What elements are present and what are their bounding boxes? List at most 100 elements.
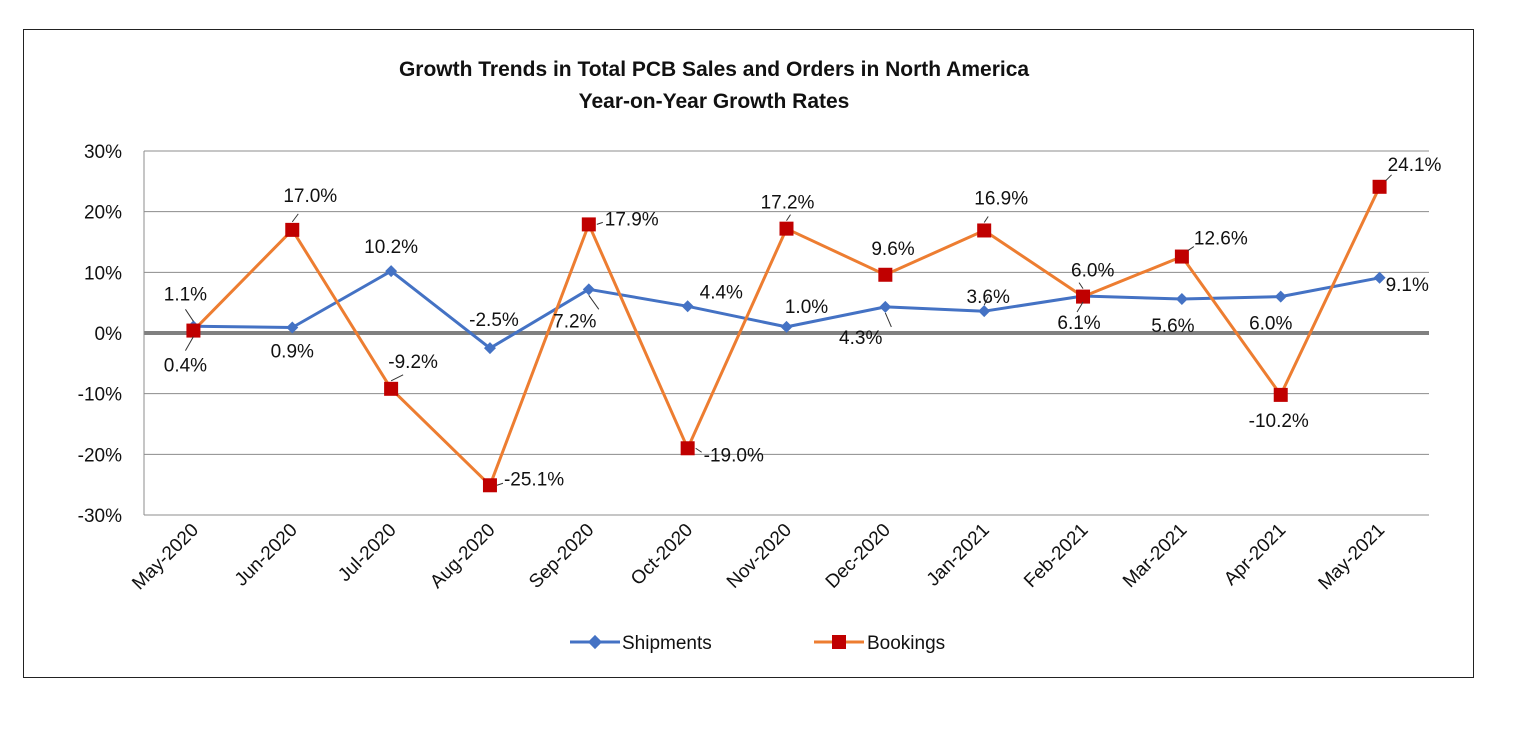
- point-shipments: [1274, 290, 1287, 303]
- point-bookings: [1174, 249, 1189, 264]
- chart-frame: Growth Trends in Total PCB Sales and Ord…: [23, 29, 1474, 678]
- data-label-bookings: -9.2%: [388, 352, 438, 373]
- point-shipments: [582, 283, 595, 296]
- point-shipments: [1175, 293, 1188, 306]
- data-label-shipments: 4.3%: [839, 328, 882, 349]
- point-shipments: [780, 320, 793, 333]
- data-label-bookings: -25.1%: [504, 469, 564, 490]
- data-label-shipments: 3.6%: [967, 287, 1010, 308]
- leader-line: [390, 374, 404, 382]
- data-label-shipments: 7.2%: [553, 311, 596, 332]
- point-bookings: [581, 217, 596, 232]
- chart-title: Growth Trends in Total PCB Sales and Ord…: [399, 58, 1029, 81]
- point-shipments: [681, 300, 694, 313]
- y-tick-label: 0%: [95, 324, 123, 345]
- point-bookings: [977, 223, 992, 238]
- data-label-bookings: 17.2%: [761, 193, 815, 214]
- point-bookings: [482, 478, 497, 493]
- leader-line: [1078, 282, 1084, 289]
- data-label-bookings: 0.4%: [164, 356, 207, 377]
- y-axis-ticks: -30% -20% -10% 0% 10% 20% 30%: [78, 142, 122, 527]
- y-tick-label: 10%: [84, 263, 122, 284]
- point-shipments: [385, 265, 398, 278]
- data-label-bookings: 17.9%: [605, 209, 659, 230]
- point-bookings: [1273, 387, 1288, 402]
- point-bookings: [878, 267, 893, 282]
- x-tick-label: Dec-2020: [822, 520, 895, 593]
- point-bookings: [779, 221, 794, 236]
- point-shipments: [978, 305, 991, 318]
- leader-line: [496, 482, 504, 486]
- legend-bookings-marker: [832, 635, 846, 649]
- leader-line: [695, 447, 702, 453]
- leader-line: [786, 214, 791, 221]
- x-tick-label: Oct-2020: [627, 520, 697, 590]
- x-tick-label: Mar-2021: [1119, 520, 1191, 592]
- y-tick-label: 30%: [84, 142, 122, 163]
- data-label-shipments: 0.9%: [271, 342, 314, 363]
- data-label-shipments: 10.2%: [364, 237, 418, 258]
- data-label-shipments: 4.4%: [700, 282, 743, 303]
- point-bookings: [1076, 289, 1091, 304]
- leader-line: [291, 213, 299, 223]
- x-tick-label: Nov-2020: [723, 520, 796, 593]
- data-label-bookings: 9.6%: [871, 239, 914, 260]
- point-bookings: [680, 441, 695, 456]
- x-tick-label: May-2020: [128, 520, 203, 595]
- data-label-shipments: 6.0%: [1249, 314, 1292, 335]
- leader-line: [184, 336, 194, 351]
- series-layer: [186, 179, 1387, 493]
- data-label-bookings: 17.0%: [283, 186, 337, 207]
- legend-item-bookings[interactable]: Bookings: [814, 633, 945, 654]
- x-tick-label: Jun-2020: [231, 520, 302, 591]
- point-shipments: [1373, 271, 1386, 284]
- y-tick-label: -30%: [78, 506, 122, 527]
- y-tick-label: -10%: [78, 385, 122, 406]
- data-label-bookings: -19.0%: [704, 445, 764, 466]
- leader-line: [588, 295, 600, 310]
- chart-subtitle: Year-on-Year Growth Rates: [579, 90, 850, 113]
- data-label-shipments: 1.0%: [785, 297, 828, 318]
- x-tick-label: Jan-2021: [923, 520, 994, 591]
- data-label-bookings: -10.2%: [1249, 411, 1309, 432]
- x-tick-label: Jul-2020: [334, 520, 400, 586]
- legend: Shipments Bookings: [570, 633, 945, 654]
- leader-line: [983, 216, 989, 223]
- x-tick-label: Sep-2020: [525, 520, 598, 593]
- x-axis-ticks: May-2020 Jun-2020 Jul-2020 Aug-2020 Sep-2020…: [128, 520, 1389, 595]
- leader-line: [596, 221, 603, 225]
- y-tick-label: 20%: [84, 203, 122, 224]
- data-label-bookings: 24.1%: [1388, 155, 1442, 176]
- legend-shipments-label: Shipments: [622, 633, 712, 654]
- point-shipments: [286, 321, 299, 334]
- x-tick-label: May-2021: [1315, 520, 1390, 595]
- leader-line: [1076, 301, 1084, 313]
- data-labels: 1.1% 0.9% 10.2% -2.5% 7.2% 4.4% 1.0% 4.3% 3.6% 6.…: [164, 155, 1442, 490]
- legend-item-shipments[interactable]: Shipments: [570, 633, 712, 654]
- point-shipments: [483, 342, 496, 355]
- x-tick-label: Apr-2021: [1220, 520, 1290, 590]
- data-label-bookings: 16.9%: [974, 188, 1028, 209]
- data-label-shipments: -2.5%: [469, 310, 519, 331]
- point-bookings: [285, 222, 300, 237]
- data-label-shipments: 9.1%: [1386, 275, 1429, 296]
- x-tick-label: Feb-2021: [1020, 520, 1092, 592]
- legend-shipments-marker: [587, 634, 603, 650]
- legend-bookings-label: Bookings: [867, 633, 945, 654]
- leader-line: [884, 312, 892, 328]
- leader-line: [1187, 246, 1195, 251]
- leader-line: [185, 309, 194, 322]
- data-label-shipments: 1.1%: [164, 284, 207, 305]
- data-label-bookings: 6.0%: [1071, 261, 1114, 282]
- x-tick-label: Aug-2020: [426, 520, 499, 593]
- point-shipments: [879, 300, 892, 313]
- leader-line: [1385, 174, 1392, 182]
- leader-line: [983, 296, 989, 306]
- point-bookings: [186, 323, 201, 338]
- point-bookings: [384, 381, 399, 396]
- chart-svg: Growth Trends in Total PCB Sales and Ord…: [78, 58, 1442, 654]
- data-label-bookings: 12.6%: [1194, 229, 1248, 250]
- point-bookings: [1372, 179, 1387, 194]
- data-label-shipments: 5.6%: [1151, 316, 1194, 337]
- data-label-shipments: 6.1%: [1057, 313, 1100, 334]
